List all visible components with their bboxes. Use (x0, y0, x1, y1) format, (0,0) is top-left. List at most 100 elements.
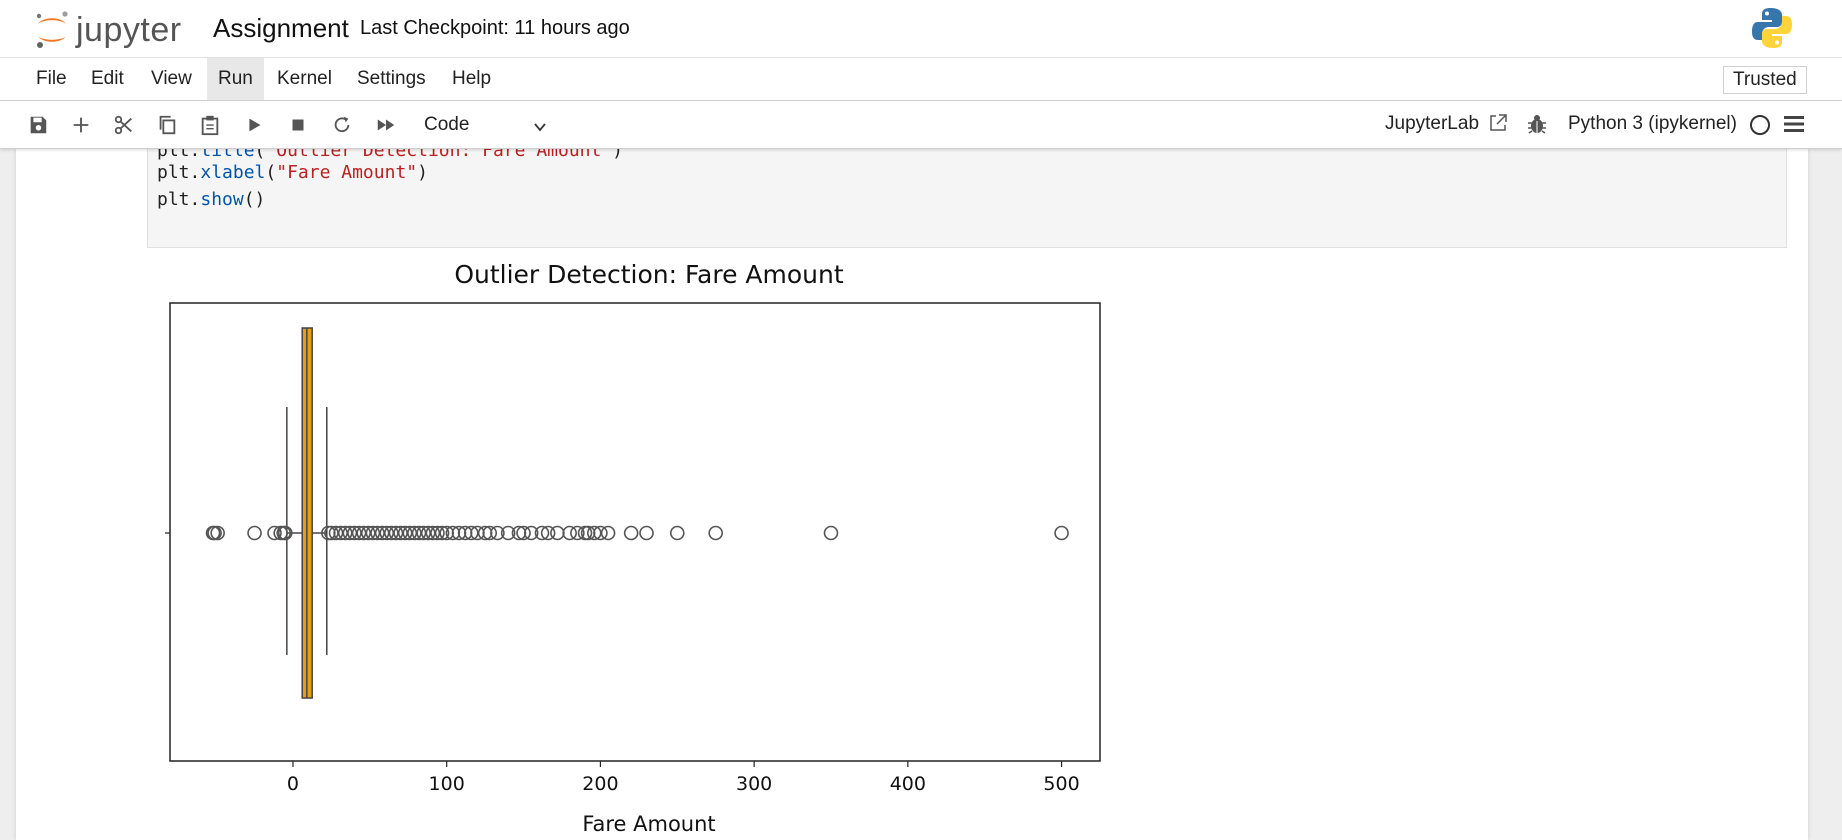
outlier-point (328, 525, 344, 541)
jupyter-orbit-icon (36, 11, 68, 48)
outlier-point (393, 525, 408, 541)
outlier-point (562, 525, 577, 541)
outlier-point (411, 525, 427, 541)
outlier-point (708, 525, 724, 541)
outlier-point (434, 525, 450, 541)
jupyter-logo[interactable]: jupyter (34, 8, 182, 52)
debugger-bug-icon[interactable] (1526, 113, 1548, 135)
add-cell-icon[interactable] (67, 111, 95, 139)
outlier-point (277, 525, 293, 541)
x-tick-label: 0 (287, 773, 299, 795)
outlier-point (267, 525, 282, 541)
outlier-point (570, 525, 585, 541)
last-checkpoint: Last Checkpoint: 11 hours ago (360, 17, 630, 39)
menu-file[interactable]: File (36, 68, 67, 89)
stop-icon[interactable] (284, 111, 312, 139)
notebook-panel: plt.title("Outlier Detection: Fare Amoun… (16, 149, 1808, 840)
outlier-point (416, 525, 431, 541)
x-tick-label: 300 (736, 773, 772, 795)
menu-help[interactable]: Help (452, 68, 492, 89)
outlier-point (347, 525, 362, 541)
outlier-point (586, 525, 602, 541)
outlier-point (402, 525, 418, 541)
jupyter-wordmark: jupyter (76, 10, 182, 49)
outlier-point (639, 525, 654, 541)
outlier-point (669, 525, 685, 541)
cell-type-value: Code (424, 114, 470, 135)
chevron-down-icon (534, 123, 546, 132)
outlier-point (337, 525, 353, 541)
x-axis-label: Fare Amount (582, 812, 715, 836)
outlier-point (333, 525, 348, 541)
code-line: plt.xlabel("Fare Amount") (157, 162, 428, 183)
outlier-point (397, 525, 413, 541)
x-tick-label: 100 (429, 773, 465, 795)
cell-type-select[interactable]: Code (420, 109, 552, 141)
outlier-point (370, 525, 385, 541)
save-icon[interactable] (24, 111, 52, 139)
box-group (301, 327, 313, 699)
outlier-point (823, 525, 839, 541)
outlier-point (351, 525, 367, 541)
outlier-point (365, 525, 381, 541)
outlier-point (324, 525, 339, 541)
menu-settings[interactable]: Settings (357, 68, 426, 89)
outlier-point (593, 525, 608, 541)
fast-forward-icon[interactable] (372, 111, 400, 139)
outlier-point (540, 525, 556, 541)
outlier-point (384, 525, 399, 541)
menu-edit[interactable]: Edit (91, 68, 124, 89)
outlier-point (550, 525, 565, 541)
menu-kernel[interactable]: Kernel (277, 68, 332, 89)
app-header: jupyter Assignment Last Checkpoint: 11 h… (0, 0, 1842, 58)
outlier-point (490, 525, 505, 541)
trusted-indicator[interactable]: Trusted (1723, 66, 1807, 94)
run-icon[interactable] (240, 111, 268, 139)
outlier-point (420, 525, 436, 541)
outlier-point (407, 525, 422, 541)
outlier-point (210, 525, 225, 541)
x-axis-ticks: 0 100 200 300 400 500 (287, 761, 1080, 795)
x-tick-label: 500 (1043, 773, 1079, 795)
plot-frame (169, 302, 1101, 762)
outlier-point (388, 525, 404, 541)
jupyterlab-link[interactable]: JupyterLab (1385, 113, 1480, 134)
code-line: plt.show() (157, 189, 266, 210)
menu-view[interactable]: View (151, 68, 192, 89)
outliers (205, 525, 1069, 541)
menu-bar: File Edit View Run Kernel Settings Help … (0, 58, 1842, 101)
outlier-point (379, 525, 395, 541)
copy-icon[interactable] (153, 111, 181, 139)
chart-title: Outlier Detection: Fare Amount (454, 260, 844, 289)
outlier-point (430, 525, 445, 541)
notebook-toolbar: Code JupyterLab Python 3 (ipykernel) (0, 101, 1842, 149)
cut-icon[interactable] (110, 111, 138, 139)
code-cell[interactable]: plt.title("Outlier Detection: Fare Amoun… (147, 149, 1787, 248)
outlier-point (374, 525, 390, 541)
outlier-point (360, 525, 376, 541)
outlier-point (523, 525, 539, 541)
external-link-icon[interactable] (1488, 113, 1508, 133)
notebook-title[interactable]: Assignment (213, 13, 349, 43)
boxplot-chart: Outlier Detection: Fare Amount 0 100 200 30… (165, 260, 1101, 836)
restart-icon[interactable] (328, 111, 356, 139)
outlier-point (600, 525, 616, 541)
outlier-point (534, 525, 550, 541)
hamburger-menu-icon[interactable] (1783, 114, 1805, 134)
outlier-point (516, 525, 531, 541)
code-line: plt.title("Outlier Detection: Fare Amoun… (157, 149, 624, 161)
x-tick-label: 400 (890, 773, 926, 795)
outlier-point (482, 525, 498, 541)
python-logo-icon (1752, 8, 1792, 48)
outlier-point (463, 525, 479, 541)
kernel-idle-indicator (1750, 115, 1770, 135)
outlier-point (356, 525, 371, 541)
kernel-name[interactable]: Python 3 (ipykernel) (1568, 113, 1737, 134)
outlier-point (623, 525, 639, 541)
outlier-point (425, 525, 441, 541)
x-tick-label: 200 (582, 773, 618, 795)
menu-run[interactable]: Run (207, 58, 264, 100)
paste-icon[interactable] (196, 111, 224, 139)
outlier-point (1054, 525, 1069, 541)
outlier-point (500, 525, 516, 541)
